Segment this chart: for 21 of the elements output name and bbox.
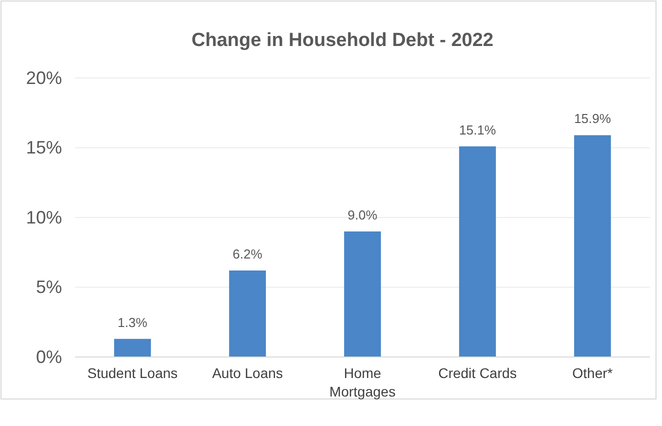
y-tick-label: 15% <box>26 138 62 158</box>
data-label: 15.1% <box>459 122 496 138</box>
y-tick-label: 5% <box>36 277 62 298</box>
x-tick-label: Auto Loans <box>212 365 283 382</box>
y-tick-label: 0% <box>36 346 62 367</box>
x-tick-label: Other* <box>572 365 614 382</box>
bar <box>114 338 151 357</box>
data-label: 6.2% <box>232 246 263 262</box>
x-tick-label: Home Mortgages <box>329 365 396 400</box>
data-label: 9.0% <box>348 207 378 222</box>
x-tick-label: Credit Cards <box>438 365 517 382</box>
y-tick-label: 10% <box>26 207 62 228</box>
bar <box>229 270 266 357</box>
y-tick-label: 20% <box>26 68 62 88</box>
bar <box>459 146 496 357</box>
data-label: 15.9% <box>574 111 612 126</box>
bar <box>574 135 611 357</box>
data-label: 1.3% <box>118 314 148 330</box>
chart-title: Change in Household Debt - 2022 <box>192 30 494 51</box>
bar <box>344 231 381 357</box>
x-tick-label: Student Loans <box>87 365 178 382</box>
